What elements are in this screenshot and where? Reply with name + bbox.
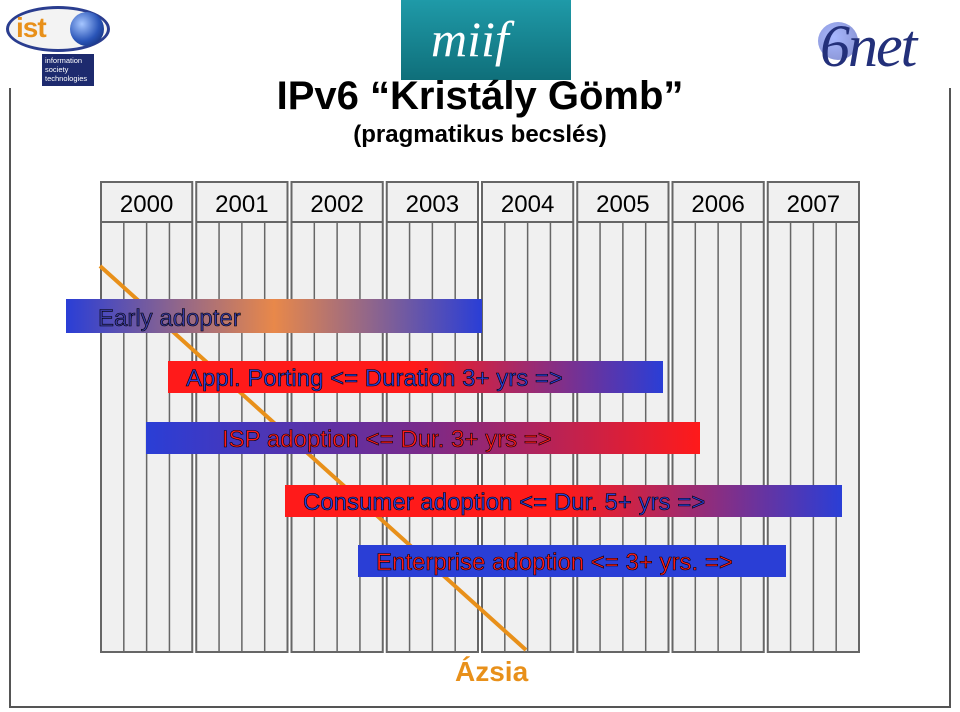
year-label: 2001 [215, 191, 268, 218]
year-label: 2000 [120, 191, 173, 218]
6net-logo: 6net [818, 8, 958, 80]
6net-logo-text: 6net [820, 13, 917, 79]
adoption-bar-label: Early adopter [98, 305, 241, 332]
year-label: 2002 [310, 191, 363, 218]
ist-logo: ist information society technologies [2, 2, 114, 86]
adoption-bar-label: Consumer adoption <= Dur. 5+ yrs => [303, 489, 705, 516]
adoption-bar-label: Appl. Porting <= Duration 3+ yrs => [186, 365, 563, 392]
ist-logo-text: ist [16, 12, 47, 43]
ist-caption-line: technologies [45, 74, 88, 83]
eu-flag-icon [818, 22, 858, 60]
miif-logo-text: miif [431, 11, 509, 67]
page-title: IPv6 “Kristály Gömb” [276, 74, 684, 118]
year-label: 2006 [691, 191, 744, 218]
page-subtitle: (pragmatikus becslés) [353, 121, 607, 148]
adoption-bar [146, 422, 700, 454]
year-label: 2005 [596, 191, 649, 218]
ist-caption-line: information [45, 56, 83, 65]
ist-caption-box: information society technologies [42, 54, 94, 86]
ist-caption-line: society [45, 65, 69, 74]
adoption-bar [66, 299, 482, 333]
adoption-bar-label: ISP adoption <= Dur. 3+ yrs => [222, 426, 552, 453]
adoption-bar [358, 545, 786, 577]
year-label: 2004 [501, 191, 554, 218]
chart-frame [9, 88, 951, 708]
year-label: 2003 [406, 191, 459, 218]
year-label: 2007 [787, 191, 840, 218]
adoption-bar [285, 485, 842, 517]
miif-logo: miif [401, 0, 571, 80]
globe-icon [70, 12, 104, 46]
asia-label: Ázsia [455, 656, 529, 687]
adoption-bar [168, 361, 663, 393]
adoption-bar-label: Enterprise adoption <= 3+ yrs. => [376, 549, 733, 576]
